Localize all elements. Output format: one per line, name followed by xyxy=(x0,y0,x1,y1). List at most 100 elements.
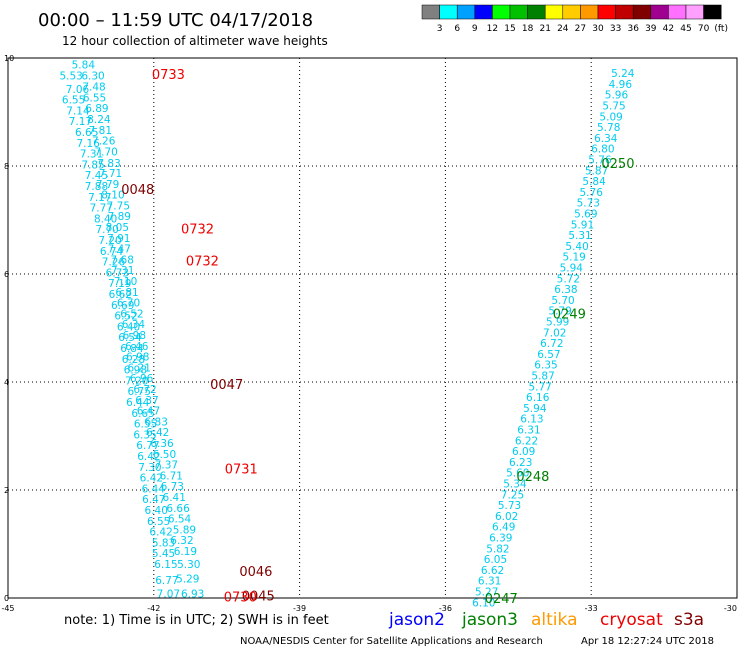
satellite-legend-item: altika xyxy=(531,610,578,630)
swh-value-label: 6.50 xyxy=(153,449,176,461)
scale-label: 30 xyxy=(592,24,604,34)
swh-value-label: 5.87 xyxy=(531,371,554,383)
scale-label: 21 xyxy=(539,24,550,34)
swh-value-label: 7.16 xyxy=(76,138,100,150)
plot-frame xyxy=(7,57,738,599)
swh-value-label: 7.26 xyxy=(92,136,116,148)
scale-label: (ft) xyxy=(714,24,728,34)
pass-time-label: 0046 xyxy=(239,565,272,580)
plot-border xyxy=(7,57,738,599)
swh-value-label: 6.52 xyxy=(120,308,143,320)
swh-value-label: 5.78 xyxy=(597,122,620,134)
pass-time-label: 0732 xyxy=(186,255,219,270)
swh-value-label: 6.42 xyxy=(146,427,169,439)
swh-value-label: 7.91 xyxy=(107,233,130,245)
swh-value-label: 7.07 xyxy=(157,589,180,601)
scale-swatch xyxy=(703,4,722,20)
swh-value-label: 6.32 xyxy=(170,535,193,547)
scale-label: 6 xyxy=(454,24,460,34)
swh-value-label: 6.40 xyxy=(117,321,140,333)
scale-swatch xyxy=(509,4,528,20)
y-tick-label: 4 xyxy=(4,378,9,387)
scale-label: 27 xyxy=(575,24,586,34)
scale-label: 45 xyxy=(680,24,691,34)
swh-value-label: 5.83 xyxy=(152,537,175,549)
swh-value-label: 6.98 xyxy=(124,365,147,377)
y-tick-label: 0 xyxy=(4,594,9,603)
swh-value-label: 6.42 xyxy=(137,451,160,463)
swh-value-label: 6.93 xyxy=(181,589,204,601)
swh-value-label: 6.49 xyxy=(492,522,515,534)
swh-value-label: 5.99 xyxy=(546,317,569,329)
chart-title: 00:00 – 11:59 UTC 04/17/2018 xyxy=(38,10,313,31)
swh-value-label: 5.79 xyxy=(548,306,571,318)
swh-value-label: 6.31 xyxy=(478,576,501,588)
scale-label: 33 xyxy=(610,24,621,34)
satellite-legend: jason2 jason3 altika cryosat s3a xyxy=(388,610,704,630)
swh-value-label: 5.94 xyxy=(560,263,584,275)
scale-swatch xyxy=(421,4,440,20)
swh-value-label: 7.47 xyxy=(108,244,131,256)
swh-value-label: 5.69 xyxy=(574,209,597,221)
swh-value-label: 7.71 xyxy=(99,168,122,180)
wave-height-color-scale: 3 6 9 12 15 18 21 24 27 30 33 36 39 42 45 70 (ft) xyxy=(421,4,728,34)
x-tick-label: -42 xyxy=(147,604,160,613)
swh-value-label: 6.73 xyxy=(161,481,184,493)
scale-label: 18 xyxy=(522,24,534,34)
swh-value-label: 7.70 xyxy=(95,224,118,236)
scale-label: 12 xyxy=(487,24,498,34)
swh-value-label: 7.14 xyxy=(66,105,90,117)
swh-value-label: 5.91 xyxy=(571,219,594,231)
swh-value-label: 6.16 xyxy=(526,392,550,404)
swh-value-label: 6.13 xyxy=(520,414,543,426)
swh-value-label: 6.89 xyxy=(85,103,108,115)
swh-value-label: 7.89 xyxy=(108,211,131,223)
swh-value-label: 6.19 xyxy=(174,546,197,558)
swh-value-label: 7.83 xyxy=(97,158,120,170)
x-tick-label: -33 xyxy=(585,604,598,613)
swh-value-label: 6.46 xyxy=(125,341,149,353)
scale-swatch xyxy=(439,4,458,20)
x-tick-label: -36 xyxy=(439,604,452,613)
scale-swatch xyxy=(632,4,652,20)
swh-value-label: 6.02 xyxy=(495,511,518,523)
scale-label: 36 xyxy=(627,24,639,34)
swh-value-label: 5.34 xyxy=(503,479,527,491)
y-tick-label: 10 xyxy=(4,54,14,63)
swh-value-label: 6.47 xyxy=(142,494,165,506)
swh-value-label: 5.84 xyxy=(582,176,606,188)
scale-swatch xyxy=(685,4,704,20)
swh-value-label: 7.70 xyxy=(94,146,117,158)
scale-label: 42 xyxy=(663,24,674,34)
swh-value-label: 6.84 xyxy=(120,343,144,355)
pass-time-label: 0047 xyxy=(210,378,243,393)
swh-value-label: 7.17 xyxy=(88,192,111,204)
swh-value-label: 6.35 xyxy=(133,429,156,441)
swh-value-label: 7.20 xyxy=(98,235,121,247)
satellite-legend-item: jason3 xyxy=(461,610,518,630)
swh-value-label: 5.75 xyxy=(602,101,625,113)
x-tick-label: -45 xyxy=(1,604,14,613)
swh-value-label: 6.55 xyxy=(62,95,85,107)
swh-value-label: 6.34 xyxy=(122,319,146,331)
swh-value-label: 7.68 xyxy=(111,254,134,266)
swh-value-label: 5.76 xyxy=(580,187,604,199)
y-tick-label: 6 xyxy=(4,270,9,279)
pass-time-label: 0730 xyxy=(224,590,257,605)
scale-swatch xyxy=(492,4,511,20)
swh-value-label: 5.89 xyxy=(173,524,196,536)
swh-value-label: 5.31 xyxy=(568,230,591,242)
swh-value-label: 5.72 xyxy=(557,273,580,285)
swh-value-label: 6.39 xyxy=(489,533,512,545)
swh-value-label: 6.66 xyxy=(166,503,190,515)
swh-value-label: 5.53 xyxy=(59,70,82,82)
swh-value-label: 5.73 xyxy=(498,500,521,512)
swh-value-label: 6.44 xyxy=(142,483,166,495)
swh-value-label: 6.09 xyxy=(512,446,535,458)
swh-value-label: 6.71 xyxy=(160,470,183,482)
x-tick-label: -30 xyxy=(724,604,737,613)
swh-value-label: 6.15 xyxy=(154,559,177,571)
swh-value-label: 7.37 xyxy=(155,460,178,472)
swh-value-label: 6.55 xyxy=(147,516,170,528)
